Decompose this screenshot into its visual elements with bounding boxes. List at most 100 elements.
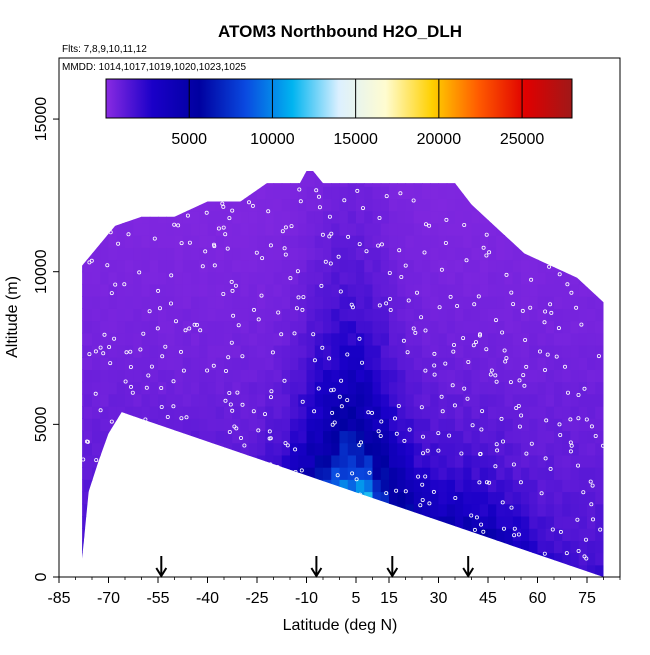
heat-cell [240,540,250,554]
heat-cell [587,308,596,322]
heat-cell [149,283,159,297]
heat-cell [215,479,225,493]
heat-cell [191,332,200,346]
heat-cell [603,186,604,200]
heat-cell [174,271,184,285]
heat-cell [422,198,431,212]
track-point [180,449,185,454]
heat-cell [339,210,349,224]
heat-cell [587,283,596,297]
heat-cell [265,418,275,432]
heat-cell [380,247,390,261]
heat-cell [496,320,506,334]
heat-cell [405,320,415,334]
heat-cell [191,479,200,493]
track-point [136,552,141,557]
heat-cell [141,552,151,566]
heat-cell [562,406,572,419]
heat-cell [199,369,209,383]
heat-cell [199,271,209,285]
heat-cell [298,222,308,236]
heat-cell [521,491,530,505]
heat-cell [554,332,563,346]
colorbar-tick-label: 5000 [171,131,207,148]
heat-cell [59,516,68,529]
heat-cell [323,170,332,175]
track-point [493,318,498,323]
heat-cell [603,296,604,309]
track-point [406,298,411,303]
heat-cell [545,198,555,212]
heat-cell [83,381,93,395]
track-point [589,424,594,429]
track-point [399,274,404,279]
track-point [367,470,372,475]
track-point [329,231,334,236]
heat-cell [380,369,390,383]
heat-cell [372,357,382,370]
track-point [479,427,484,432]
heat-cell [224,308,233,322]
heat-cell [82,174,85,187]
heat-cell [232,491,242,505]
track-point [596,354,601,359]
heat-cell [603,247,604,261]
heat-cell [257,454,266,468]
track-point [270,350,275,355]
track-point [473,340,478,345]
heat-cell [554,198,563,212]
heat-cell [257,430,266,444]
heat-cell [389,235,398,248]
track-point [156,288,161,293]
heat-cell [339,406,349,419]
colorbar: 5000 10000 15000 20000 25000 [105,78,573,148]
heat-cell [298,259,308,273]
heat-cell [545,540,555,554]
heat-cell [438,515,448,529]
track-point [588,479,593,484]
track-point [236,323,241,328]
heat-cell [587,198,596,212]
heat-cell [356,271,365,285]
heat-cell [347,552,357,566]
heat-cell [397,528,407,541]
heat-cell [248,467,258,480]
heat-cell [612,382,621,395]
track-point [503,565,508,570]
heat-cell [504,552,514,566]
heat-cell [554,296,563,309]
heat-cell [116,198,126,212]
track-point [187,326,192,331]
heat-cell [59,443,68,456]
heat-cell [166,210,176,224]
track-point [92,500,97,505]
heat-cell [488,564,497,578]
heat-cell [257,406,266,419]
heat-cell [59,492,68,505]
heat-cell [463,186,473,200]
heat-cell [603,564,604,578]
heat-cell [471,210,481,224]
track-point [282,246,287,251]
heat-cell [364,442,374,456]
heat-cell [83,528,93,541]
heat-cell [488,540,497,554]
heat-cell [232,296,242,309]
heat-cell [298,418,308,432]
heat-cell [314,357,324,370]
heat-cell [496,271,506,285]
track-point [512,533,517,538]
heat-cell [290,222,299,236]
heat-cell [265,174,275,187]
heat-cell [240,393,250,407]
heat-cell [364,283,374,297]
heat-cell [273,186,283,200]
heat-cell [207,381,217,395]
track-point [528,305,533,310]
heat-cell [603,503,604,517]
heat-cell [191,210,200,224]
heat-cell [422,393,431,407]
heat-cell [364,186,374,200]
heat-cell [405,528,415,541]
